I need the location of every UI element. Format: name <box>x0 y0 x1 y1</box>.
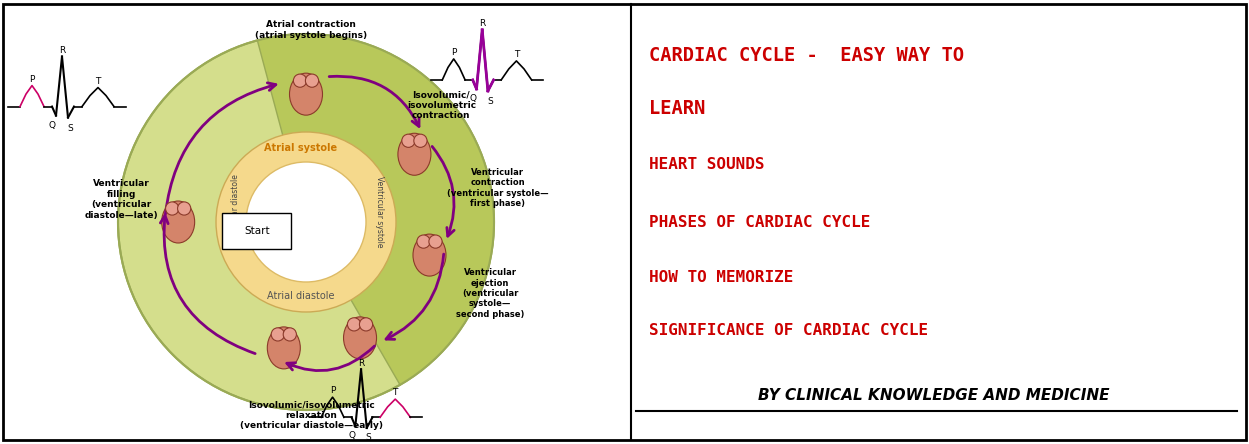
Text: S: S <box>67 123 72 133</box>
Text: S: S <box>487 97 492 106</box>
Text: BY CLINICAL KNOWLEDGE AND MEDICINE: BY CLINICAL KNOWLEDGE AND MEDICINE <box>758 388 1109 403</box>
Ellipse shape <box>413 234 446 276</box>
Circle shape <box>177 202 191 215</box>
FancyBboxPatch shape <box>222 213 291 249</box>
Text: Q: Q <box>348 431 355 440</box>
Text: Q: Q <box>49 121 55 130</box>
Text: Isovolumic/isovolumetric
relaxation
(ventricular diastole—early): Isovolumic/isovolumetric relaxation (ven… <box>240 400 382 430</box>
Text: HOW TO MEMORIZE: HOW TO MEMORIZE <box>648 270 793 285</box>
Ellipse shape <box>290 73 322 115</box>
Text: Ventricular systole: Ventricular systole <box>375 176 385 248</box>
Text: Isovolumic/
isovolumetric
contraction: Isovolumic/ isovolumetric contraction <box>407 91 476 120</box>
Ellipse shape <box>398 133 431 175</box>
Text: S: S <box>366 433 371 442</box>
Circle shape <box>166 202 179 215</box>
Text: CARDIAC CYCLE -  EASY WAY TO: CARDIAC CYCLE - EASY WAY TO <box>648 46 964 65</box>
Circle shape <box>413 134 427 147</box>
Text: R: R <box>480 19 486 28</box>
Text: P: P <box>330 386 335 395</box>
Text: Ventricular
ejection
(ventricular
systole—
second phase): Ventricular ejection (ventricular systol… <box>456 268 525 319</box>
Text: Start: Start <box>245 226 270 236</box>
Circle shape <box>347 318 361 331</box>
Text: SIGNIFICANCE OF CARDIAC CYCLE: SIGNIFICANCE OF CARDIAC CYCLE <box>648 323 928 338</box>
Wedge shape <box>257 34 495 385</box>
Text: T: T <box>392 388 398 397</box>
Text: PHASES OF CARDIAC CYCLE: PHASES OF CARDIAC CYCLE <box>648 214 871 230</box>
Circle shape <box>294 74 306 87</box>
Circle shape <box>216 132 396 312</box>
Text: HEART SOUNDS: HEART SOUNDS <box>648 157 764 172</box>
Ellipse shape <box>161 201 195 243</box>
Text: T: T <box>95 76 101 86</box>
Circle shape <box>306 74 318 87</box>
Circle shape <box>271 328 285 341</box>
Text: LEARN: LEARN <box>648 99 704 118</box>
Circle shape <box>360 318 372 331</box>
Text: Ventricular
filling
(ventricular
diastole—late): Ventricular filling (ventricular diastol… <box>85 179 159 219</box>
Text: P: P <box>29 75 35 83</box>
Circle shape <box>402 134 415 147</box>
Ellipse shape <box>343 317 376 359</box>
Text: Q: Q <box>470 94 476 103</box>
Text: P: P <box>451 48 456 57</box>
Text: R: R <box>358 358 365 368</box>
Text: Atrial contraction
(atrial systole begins): Atrial contraction (atrial systole begin… <box>255 20 367 40</box>
Text: Ventricular diastole: Ventricular diastole <box>231 174 240 250</box>
Ellipse shape <box>267 327 300 369</box>
Text: Atrial systole: Atrial systole <box>265 143 337 153</box>
Text: T: T <box>513 50 520 59</box>
Circle shape <box>246 162 366 282</box>
Text: Ventricular
contraction
(ventricular systole—
first phase): Ventricular contraction (ventricular sys… <box>447 168 548 208</box>
Circle shape <box>117 34 495 410</box>
Circle shape <box>428 235 442 248</box>
Circle shape <box>284 328 296 341</box>
Text: R: R <box>59 46 65 55</box>
Circle shape <box>417 235 430 248</box>
Text: Atrial diastole: Atrial diastole <box>267 291 335 301</box>
